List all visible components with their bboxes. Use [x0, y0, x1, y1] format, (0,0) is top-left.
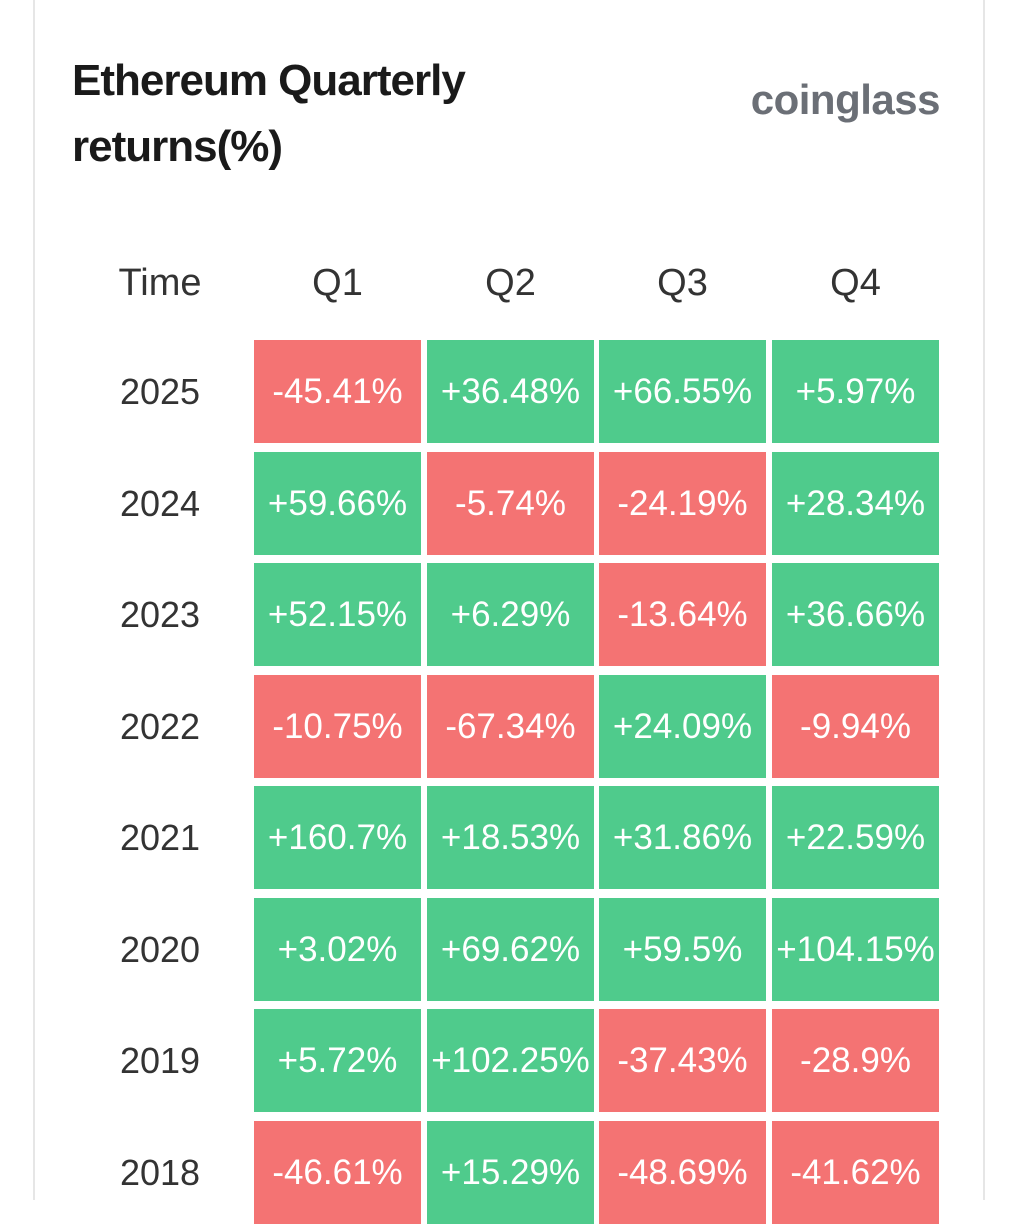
return-cell: +104.15%	[772, 897, 939, 1001]
return-cell: +69.62%	[427, 897, 594, 1001]
column-header: Q3	[657, 262, 708, 304]
title: Ethereum Quarterly returns(%)	[72, 56, 466, 171]
return-cell: -10.75%	[254, 674, 421, 778]
row-year: 2021	[119, 817, 201, 858]
return-cell: -46.61%	[254, 1120, 421, 1224]
return-cell: +66.55%	[599, 340, 766, 443]
return-cell: -24.19%	[599, 451, 766, 555]
return-cell: +22.59%	[772, 786, 939, 889]
return-cell: +102.25%	[427, 1009, 594, 1112]
return-cell: -28.9%	[772, 1009, 939, 1112]
return-cell: +160.7%	[254, 786, 421, 889]
return-cell: +15.29%	[427, 1120, 594, 1224]
row-year: 2025	[119, 371, 201, 412]
return-cell: -5.74%	[427, 451, 594, 555]
row-year: 2023	[119, 594, 201, 635]
row-year: 2018	[119, 1151, 201, 1193]
return-cell: +24.09%	[599, 674, 766, 778]
return-cell: +6.29%	[427, 563, 594, 666]
return-cell: -67.34%	[427, 674, 594, 778]
return-cell: +59.5%	[599, 897, 766, 1001]
return-cell: -41.62%	[772, 1120, 939, 1224]
row-year: 2022	[119, 705, 201, 747]
return-cell: +3.02%	[254, 897, 421, 1001]
card	[33, 0, 985, 1200]
row-year: 2019	[119, 1040, 201, 1081]
brand-logo: coinglass	[750, 76, 941, 123]
return-cell: -48.69%	[599, 1120, 766, 1224]
return-cell: -45.41%	[254, 340, 421, 443]
return-cell: -13.64%	[599, 563, 766, 666]
row-year: 2020	[119, 928, 201, 970]
return-cell: +36.66%	[772, 563, 939, 666]
return-cell: +36.48%	[427, 340, 594, 443]
column-header: Q2	[485, 262, 536, 304]
column-header: Q1	[312, 262, 363, 304]
return-cell: -9.94%	[772, 674, 939, 778]
return-cell: +28.34%	[772, 451, 939, 555]
return-cell: +59.66%	[254, 451, 421, 555]
return-cell: -37.43%	[599, 1009, 766, 1112]
column-header: Q4	[830, 262, 881, 304]
return-cell: +5.72%	[254, 1009, 421, 1112]
column-header: Time	[118, 262, 202, 304]
row-year: 2024	[119, 482, 201, 524]
return-cell: +52.15%	[254, 563, 421, 666]
return-cell: +5.97%	[772, 340, 939, 443]
return-cell: +18.53%	[427, 786, 594, 889]
return-cell: +31.86%	[599, 786, 766, 889]
